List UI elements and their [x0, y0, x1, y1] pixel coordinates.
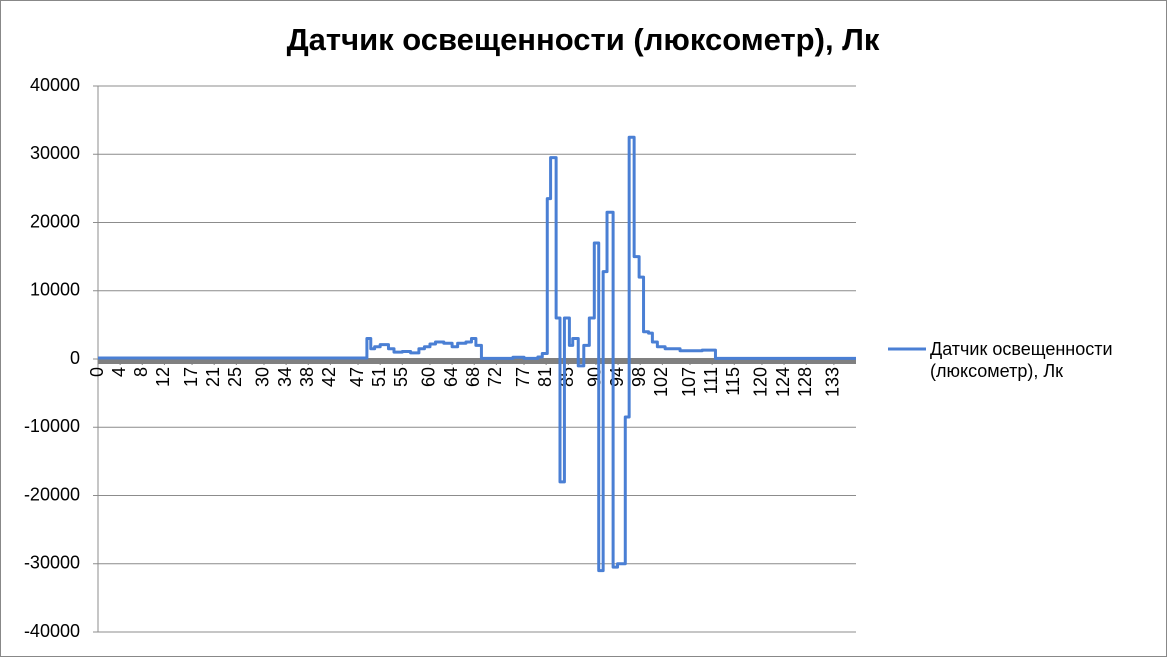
y-tick-label: 10000: [30, 280, 80, 300]
y-tick-label: -30000: [24, 553, 80, 573]
x-tick-label: 34: [275, 367, 295, 387]
y-tick-label: -20000: [24, 484, 80, 504]
x-tick-label: 47: [347, 367, 367, 387]
y-tick-label: 40000: [30, 75, 80, 95]
x-tick-label: 111: [701, 367, 721, 394]
x-tick-label: 115: [723, 367, 743, 396]
x-tick-label: 21: [203, 367, 223, 387]
x-tick-label: 0: [87, 367, 107, 377]
x-tick-label: 38: [297, 367, 317, 387]
x-tick-label: 120: [751, 367, 771, 397]
y-tick-label: 30000: [30, 143, 80, 163]
y-tick-label: 0: [70, 348, 80, 368]
y-tick-label: -10000: [24, 416, 80, 436]
x-tick-label: 102: [651, 367, 671, 397]
x-tick-label: 12: [153, 367, 173, 387]
x-tick-label: 30: [253, 367, 273, 387]
chart-title: Датчик освещенности (люксометр), Лк: [287, 22, 880, 57]
x-tick-label: 25: [225, 367, 245, 387]
x-tick-label: 4: [109, 367, 129, 377]
x-tick-label: 55: [391, 367, 411, 387]
y-tick-label: 20000: [30, 211, 80, 231]
x-tick-label: 107: [679, 367, 699, 397]
x-tick-label: 51: [369, 367, 389, 387]
x-tick-label: 72: [485, 367, 505, 387]
x-tick-label: 60: [419, 367, 439, 387]
x-tick-label: 68: [463, 367, 483, 387]
x-tick-label: 8: [131, 367, 151, 377]
x-tick-label: 77: [513, 367, 533, 387]
x-tick-label: 85: [557, 367, 577, 387]
x-tick-label: 17: [181, 367, 201, 387]
x-tick-label: 128: [795, 367, 815, 397]
x-tick-label: 64: [441, 367, 461, 387]
x-tick-label: 133: [823, 367, 843, 397]
data-line: [98, 135, 856, 573]
x-tick-label: 98: [629, 367, 649, 387]
x-tick-label: 94: [607, 367, 627, 387]
legend-label: Датчик освещенности (люксометр), Лк: [930, 339, 1113, 381]
x-tick-label: 81: [535, 367, 555, 387]
x-axis: [98, 358, 856, 364]
x-tick-label: 124: [773, 367, 793, 397]
grid: -40000 -30000 -20000 -10000 0 10000 20000 30000…: [24, 75, 856, 641]
y-tick-label: -40000: [24, 621, 80, 641]
plot: [98, 135, 856, 573]
x-tick-label: 42: [319, 367, 339, 387]
